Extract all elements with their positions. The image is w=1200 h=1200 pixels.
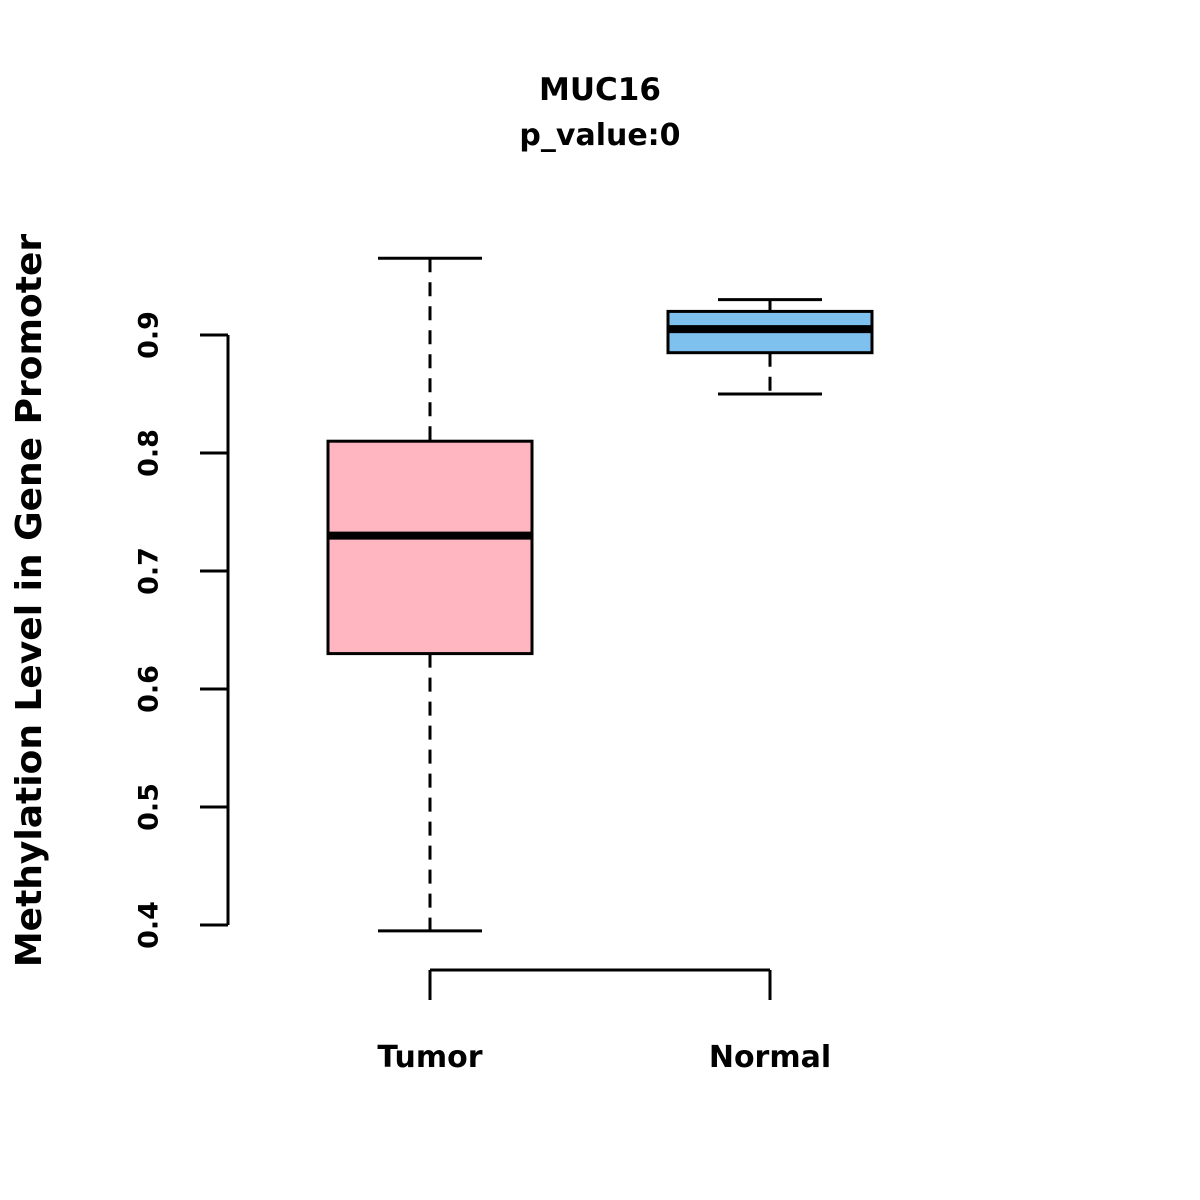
x-axis: [428, 968, 772, 1000]
chart-subtitle: p_value:0: [519, 118, 681, 153]
y-tick-label: 0.7: [134, 547, 165, 595]
y-tick-label: 0.5: [134, 783, 165, 831]
y-tick-label: 0.8: [134, 429, 165, 477]
y-tick-label: 0.6: [134, 665, 165, 713]
x-category-label-normal: Normal: [708, 1040, 832, 1075]
x-category-label-tumor: Tumor: [377, 1040, 483, 1075]
chart-title: MUC16: [539, 72, 661, 108]
box-normal: [666, 298, 874, 396]
y-tick-label: 0.4: [134, 901, 165, 949]
box-tumor: [326, 256, 534, 933]
y-axis: 0.4 0.5 0.6 0.7 0.8 0.9: [134, 311, 230, 949]
y-tick-label: 0.9: [134, 311, 165, 359]
iqr-box: [326, 439, 534, 656]
